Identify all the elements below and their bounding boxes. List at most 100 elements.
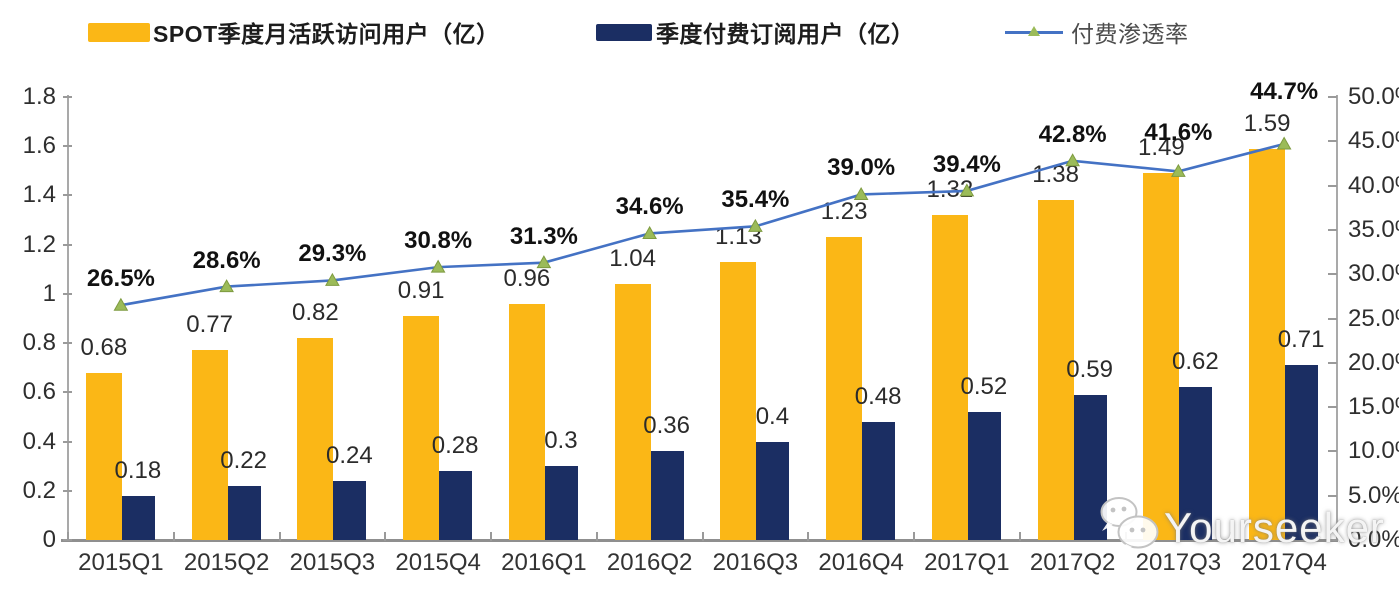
y-axis-left-tick-label: 1.8 (22, 83, 56, 110)
y-axis-left-tick (63, 440, 72, 443)
y-axis-left-tick-label: 0 (42, 526, 56, 553)
penetration-value-label: 29.3% (298, 240, 367, 268)
mau-bar-value-label: 0.91 (397, 277, 445, 305)
y-axis-right-tick (1328, 273, 1337, 276)
mau-legend-label: SPOT季度月活跃访问用户（亿） (153, 21, 500, 47)
x-axis-boundary-tick (172, 532, 175, 541)
subscribers-legend-label: 季度付费订阅用户（亿） (656, 21, 915, 47)
x-axis-boundary-tick (913, 532, 915, 541)
y-axis-right-tick (1328, 317, 1337, 320)
y-axis-left-tick (63, 194, 72, 197)
x-axis-line (61, 538, 1338, 542)
y-axis-right-tick-label: 40.0% (1348, 171, 1399, 199)
penetration-value-label: 34.6% (615, 193, 684, 221)
mau-bar (614, 284, 651, 540)
x-axis-tick-label: 2016Q3 (712, 549, 799, 576)
x-axis-boundary-tick (384, 532, 387, 541)
subscribers-bar-value-label: 0.36 (643, 412, 690, 440)
y-axis-left-tick-label: 1.6 (22, 132, 56, 160)
x-axis-tick-label: 2015Q4 (395, 549, 481, 576)
x-axis-tick-label: 2017Q4 (1241, 549, 1327, 576)
mau-bar-value-label: 1.13 (715, 222, 762, 250)
subscribers-bar-value-label: 0.59 (1066, 355, 1113, 383)
subscribers-bar (650, 451, 684, 540)
mau-bar-value-label: 0.68 (80, 333, 128, 361)
legend-item-penetration: 付费渗透率 (1005, 18, 1189, 47)
y-axis-left-tick (63, 292, 72, 295)
subscribers-bar (1285, 365, 1319, 540)
subscribers-bar-value-label: 0.28 (431, 432, 479, 460)
y-axis-right-tick-label: 45.0% (1348, 127, 1399, 155)
subscribers-bar-value-label: 0.52 (960, 373, 1008, 401)
mau-bar (191, 350, 228, 540)
penetration-legend-line-icon (1005, 25, 1063, 39)
subscribers-bar (967, 412, 1001, 540)
y-axis-right-tick-label: 50.0% (1348, 83, 1399, 110)
y-axis-left-tick-label: 1.4 (22, 181, 56, 209)
wechat-icon (1096, 494, 1162, 561)
x-axis-tick-label: 2017Q3 (1135, 549, 1222, 576)
mau-bar-value-label: 1.32 (926, 176, 974, 204)
mau-legend-swatch (88, 22, 150, 42)
y-axis-right-tick (1328, 228, 1337, 231)
penetration-value-label: 42.8% (1038, 120, 1107, 148)
x-axis-tick-label: 2017Q1 (924, 549, 1010, 576)
triangle-marker-icon (1276, 136, 1292, 150)
x-axis-tick-label: 2017Q2 (1029, 549, 1116, 576)
y-axis-right-tick (1328, 494, 1337, 497)
y-axis-left-tick-label: 0.6 (22, 378, 56, 406)
penetration-value-label: 44.7% (1250, 77, 1319, 105)
y-axis-right-tick-label: 10.0% (1348, 437, 1399, 465)
x-axis-boundary-tick (1230, 532, 1233, 541)
subscribers-bar-value-label: 0.71 (1277, 326, 1325, 354)
subscribers-bar (439, 471, 473, 540)
mau-bar-value-label: 1.04 (609, 245, 656, 273)
y-axis-left-tick-label: 1 (42, 279, 56, 307)
y-axis-right-tick-label: 0.0% (1348, 526, 1399, 553)
y-axis-right-tick (1328, 184, 1337, 187)
y-axis-left-tick (63, 145, 72, 148)
triangle-marker-icon (430, 259, 446, 273)
y-axis-left-line (67, 95, 69, 541)
subscribers-bar-value-label: 0.4 (755, 402, 790, 430)
y-axis-right-tick-label: 30.0% (1348, 260, 1399, 288)
y-axis-left-tick (63, 489, 72, 492)
penetration-value-label: 39.4% (932, 150, 1001, 178)
subscribers-bar-value-label: 0.22 (220, 446, 267, 474)
y-axis-right-tick-label: 35.0% (1348, 215, 1399, 243)
y-axis-right-line (1336, 95, 1338, 541)
y-axis-right-tick-label: 5.0% (1348, 481, 1399, 509)
mau-bar-value-label: 0.82 (292, 299, 339, 327)
subscribers-bar (333, 480, 367, 540)
y-axis-left-tick (63, 391, 72, 394)
legend-item-subscribers: 季度付费订阅用户（亿） (596, 18, 915, 47)
subscribers-bar-value-label: 0.24 (326, 441, 373, 469)
x-axis-boundary-tick (701, 532, 704, 541)
mau-bar (85, 372, 122, 540)
x-axis-tick-label: 2016Q1 (501, 549, 587, 576)
x-axis-tick-label: 2015Q1 (78, 549, 164, 576)
penetration-value-label: 41.6% (1144, 119, 1213, 147)
mau-bar-value-label: 0.96 (503, 264, 551, 292)
penetration-value-label: 31.3% (509, 222, 578, 250)
penetration-value-label: 30.8% (404, 227, 473, 255)
subscribers-bar (862, 421, 896, 540)
mau-bar-value-label: 1.23 (820, 198, 868, 226)
mau-bar (403, 316, 440, 540)
y-axis-right-tick-label: 25.0% (1348, 304, 1399, 332)
mau-bar (508, 303, 545, 540)
y-axis-left-tick-label: 0.2 (22, 476, 56, 504)
subscribers-bar-value-label: 0.48 (854, 382, 902, 410)
subscribers-bar (227, 485, 261, 540)
subscribers-bar (1179, 387, 1213, 540)
legend-item-mau: SPOT季度月活跃访问用户（亿） (88, 18, 500, 47)
y-axis-right-tick (1328, 450, 1337, 453)
mau-bar-value-label: 1.59 (1243, 109, 1291, 137)
triangle-marker-icon (325, 272, 340, 286)
x-axis-boundary-tick (490, 532, 492, 541)
y-axis-left-tick (63, 243, 72, 246)
y-axis-right-tick (1328, 406, 1337, 409)
mau-bar-value-label: 0.77 (186, 311, 233, 339)
subscribers-bar (756, 441, 790, 540)
